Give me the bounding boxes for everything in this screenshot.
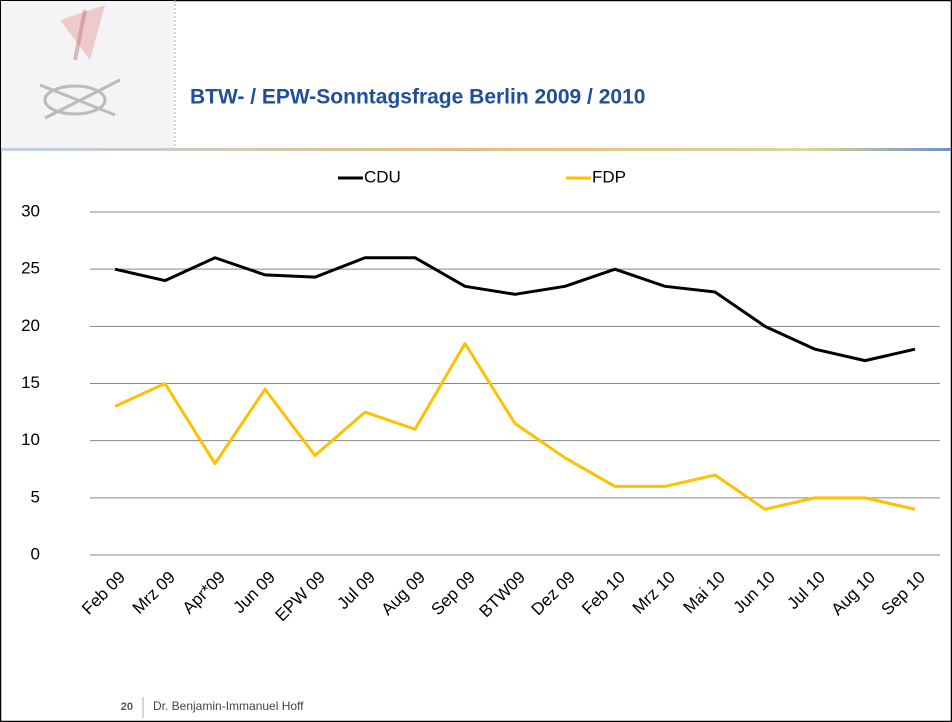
y-tick-label: 0	[31, 544, 40, 563]
logo	[1, 1, 174, 149]
legend-label: FDP	[592, 167, 626, 186]
y-tick-label: 20	[21, 316, 40, 335]
y-tick-label: 30	[21, 201, 40, 220]
y-tick-label: 15	[21, 373, 40, 392]
y-tick-label: 25	[21, 259, 40, 278]
series-line	[114, 341, 916, 511]
series-line	[114, 256, 916, 363]
header-rule	[1, 148, 951, 151]
y-tick-label: 5	[31, 487, 40, 506]
footer-author: Dr. Benjamin-Immanuel Hoff	[153, 699, 304, 713]
page-number: 20	[121, 701, 133, 713]
title: BTW- / EPW-Sonntagsfrage Berlin 2009 / 2…	[190, 86, 645, 109]
y-tick-label: 10	[21, 430, 40, 449]
legend-label: CDU	[364, 167, 401, 186]
